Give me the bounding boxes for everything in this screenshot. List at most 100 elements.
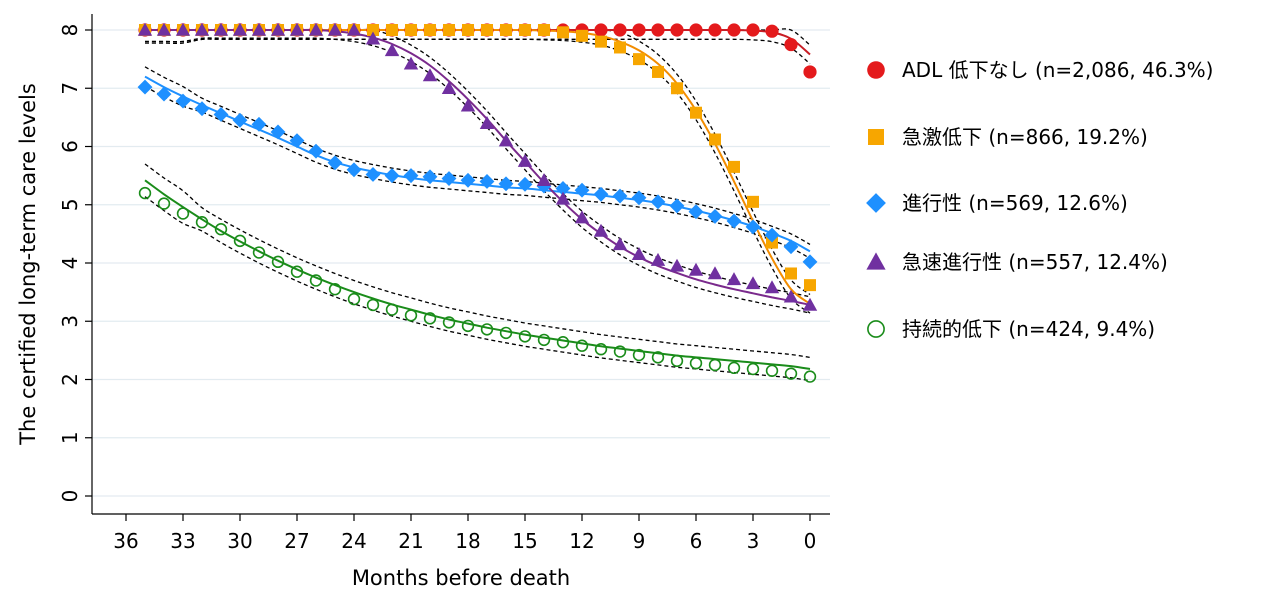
data-point xyxy=(745,219,761,235)
data-point xyxy=(367,24,379,36)
y-tick-label: 4 xyxy=(58,257,82,270)
data-point xyxy=(175,22,191,36)
data-point xyxy=(613,345,627,358)
data-point xyxy=(784,367,798,380)
data-point xyxy=(746,23,760,37)
data-point xyxy=(631,247,647,261)
data-point xyxy=(783,289,799,303)
data-point xyxy=(194,22,210,36)
data-point xyxy=(270,22,286,36)
data-point xyxy=(576,29,588,42)
data-point xyxy=(669,258,685,272)
data-point xyxy=(175,93,191,109)
data-point xyxy=(194,101,210,117)
data-points xyxy=(137,22,818,383)
data-point xyxy=(651,351,665,364)
x-tick-label: 21 xyxy=(398,529,423,553)
data-point xyxy=(669,198,685,214)
data-point xyxy=(804,279,816,292)
data-point xyxy=(365,167,381,182)
data-point xyxy=(555,191,571,205)
data-point xyxy=(308,22,324,36)
data-point xyxy=(707,266,723,280)
data-point xyxy=(689,23,703,37)
data-point xyxy=(309,274,323,287)
data-point xyxy=(213,107,229,122)
data-point xyxy=(538,24,550,36)
data-point xyxy=(290,265,304,278)
data-point xyxy=(746,362,760,376)
data-point xyxy=(346,22,362,36)
data-point xyxy=(347,292,361,306)
data-point xyxy=(517,176,533,192)
x-tick-label: 30 xyxy=(227,529,252,553)
data-point xyxy=(384,43,400,57)
data-point xyxy=(726,272,742,286)
legend-label: 急速進行性 (n=557, 12.4%) xyxy=(902,250,1168,274)
data-point xyxy=(593,223,609,237)
data-point xyxy=(593,186,609,202)
data-point xyxy=(555,181,571,196)
data-point xyxy=(690,106,702,119)
data-point xyxy=(574,210,590,224)
data-point xyxy=(137,22,153,36)
data-point xyxy=(707,208,723,224)
data-point xyxy=(519,24,531,36)
data-point xyxy=(232,112,248,128)
y-tick-label: 2 xyxy=(58,373,82,386)
confidence-band-lower xyxy=(144,38,811,65)
data-point xyxy=(460,98,476,112)
legend-label: ADL 低下なし (n=2,086, 46.3%) xyxy=(902,58,1213,82)
data-point xyxy=(423,312,437,325)
data-point xyxy=(157,197,171,210)
data-point xyxy=(650,194,666,210)
data-point xyxy=(803,65,817,79)
data-point xyxy=(556,336,570,349)
data-point xyxy=(708,23,722,37)
y-tick-label: 6 xyxy=(58,140,82,153)
data-point xyxy=(156,22,172,36)
data-point xyxy=(867,61,885,79)
x-tick-label: 15 xyxy=(512,529,537,553)
data-point xyxy=(594,23,608,37)
y-tick-label: 8 xyxy=(58,24,82,37)
y-tick-label: 1 xyxy=(58,431,82,444)
data-point xyxy=(195,216,209,229)
y-axis-title: The certified long-term care levels xyxy=(16,83,40,446)
data-point xyxy=(308,143,324,159)
data-point xyxy=(868,129,884,145)
data-point xyxy=(671,82,683,95)
data-point xyxy=(631,190,647,206)
data-point xyxy=(422,68,438,82)
data-point xyxy=(517,153,533,167)
x-tick-label: 33 xyxy=(170,529,195,553)
x-tick-label: 36 xyxy=(113,529,138,553)
data-point xyxy=(251,116,267,132)
data-point xyxy=(632,23,646,37)
data-point xyxy=(785,267,797,280)
y-tick-label: 7 xyxy=(58,82,82,95)
data-point xyxy=(403,168,419,184)
data-point xyxy=(462,24,474,36)
data-point xyxy=(764,227,780,243)
data-point xyxy=(441,171,457,186)
data-point xyxy=(708,358,722,372)
data-point xyxy=(783,239,799,255)
confidence-band-upper xyxy=(145,29,811,296)
data-point xyxy=(386,24,398,36)
data-point xyxy=(213,22,229,36)
x-tick-label: 18 xyxy=(455,529,480,553)
data-point xyxy=(574,182,590,198)
fitted-curve xyxy=(144,75,811,253)
data-point xyxy=(537,333,551,347)
x-tick-label: 27 xyxy=(284,529,309,553)
data-point xyxy=(575,339,589,352)
data-point xyxy=(747,195,759,208)
data-point xyxy=(346,162,362,178)
data-point xyxy=(403,56,419,70)
gridlines xyxy=(92,29,830,497)
y-tick-label: 0 xyxy=(58,490,82,503)
data-point xyxy=(765,24,779,38)
fitted-curves xyxy=(144,28,811,370)
data-point xyxy=(670,354,684,368)
